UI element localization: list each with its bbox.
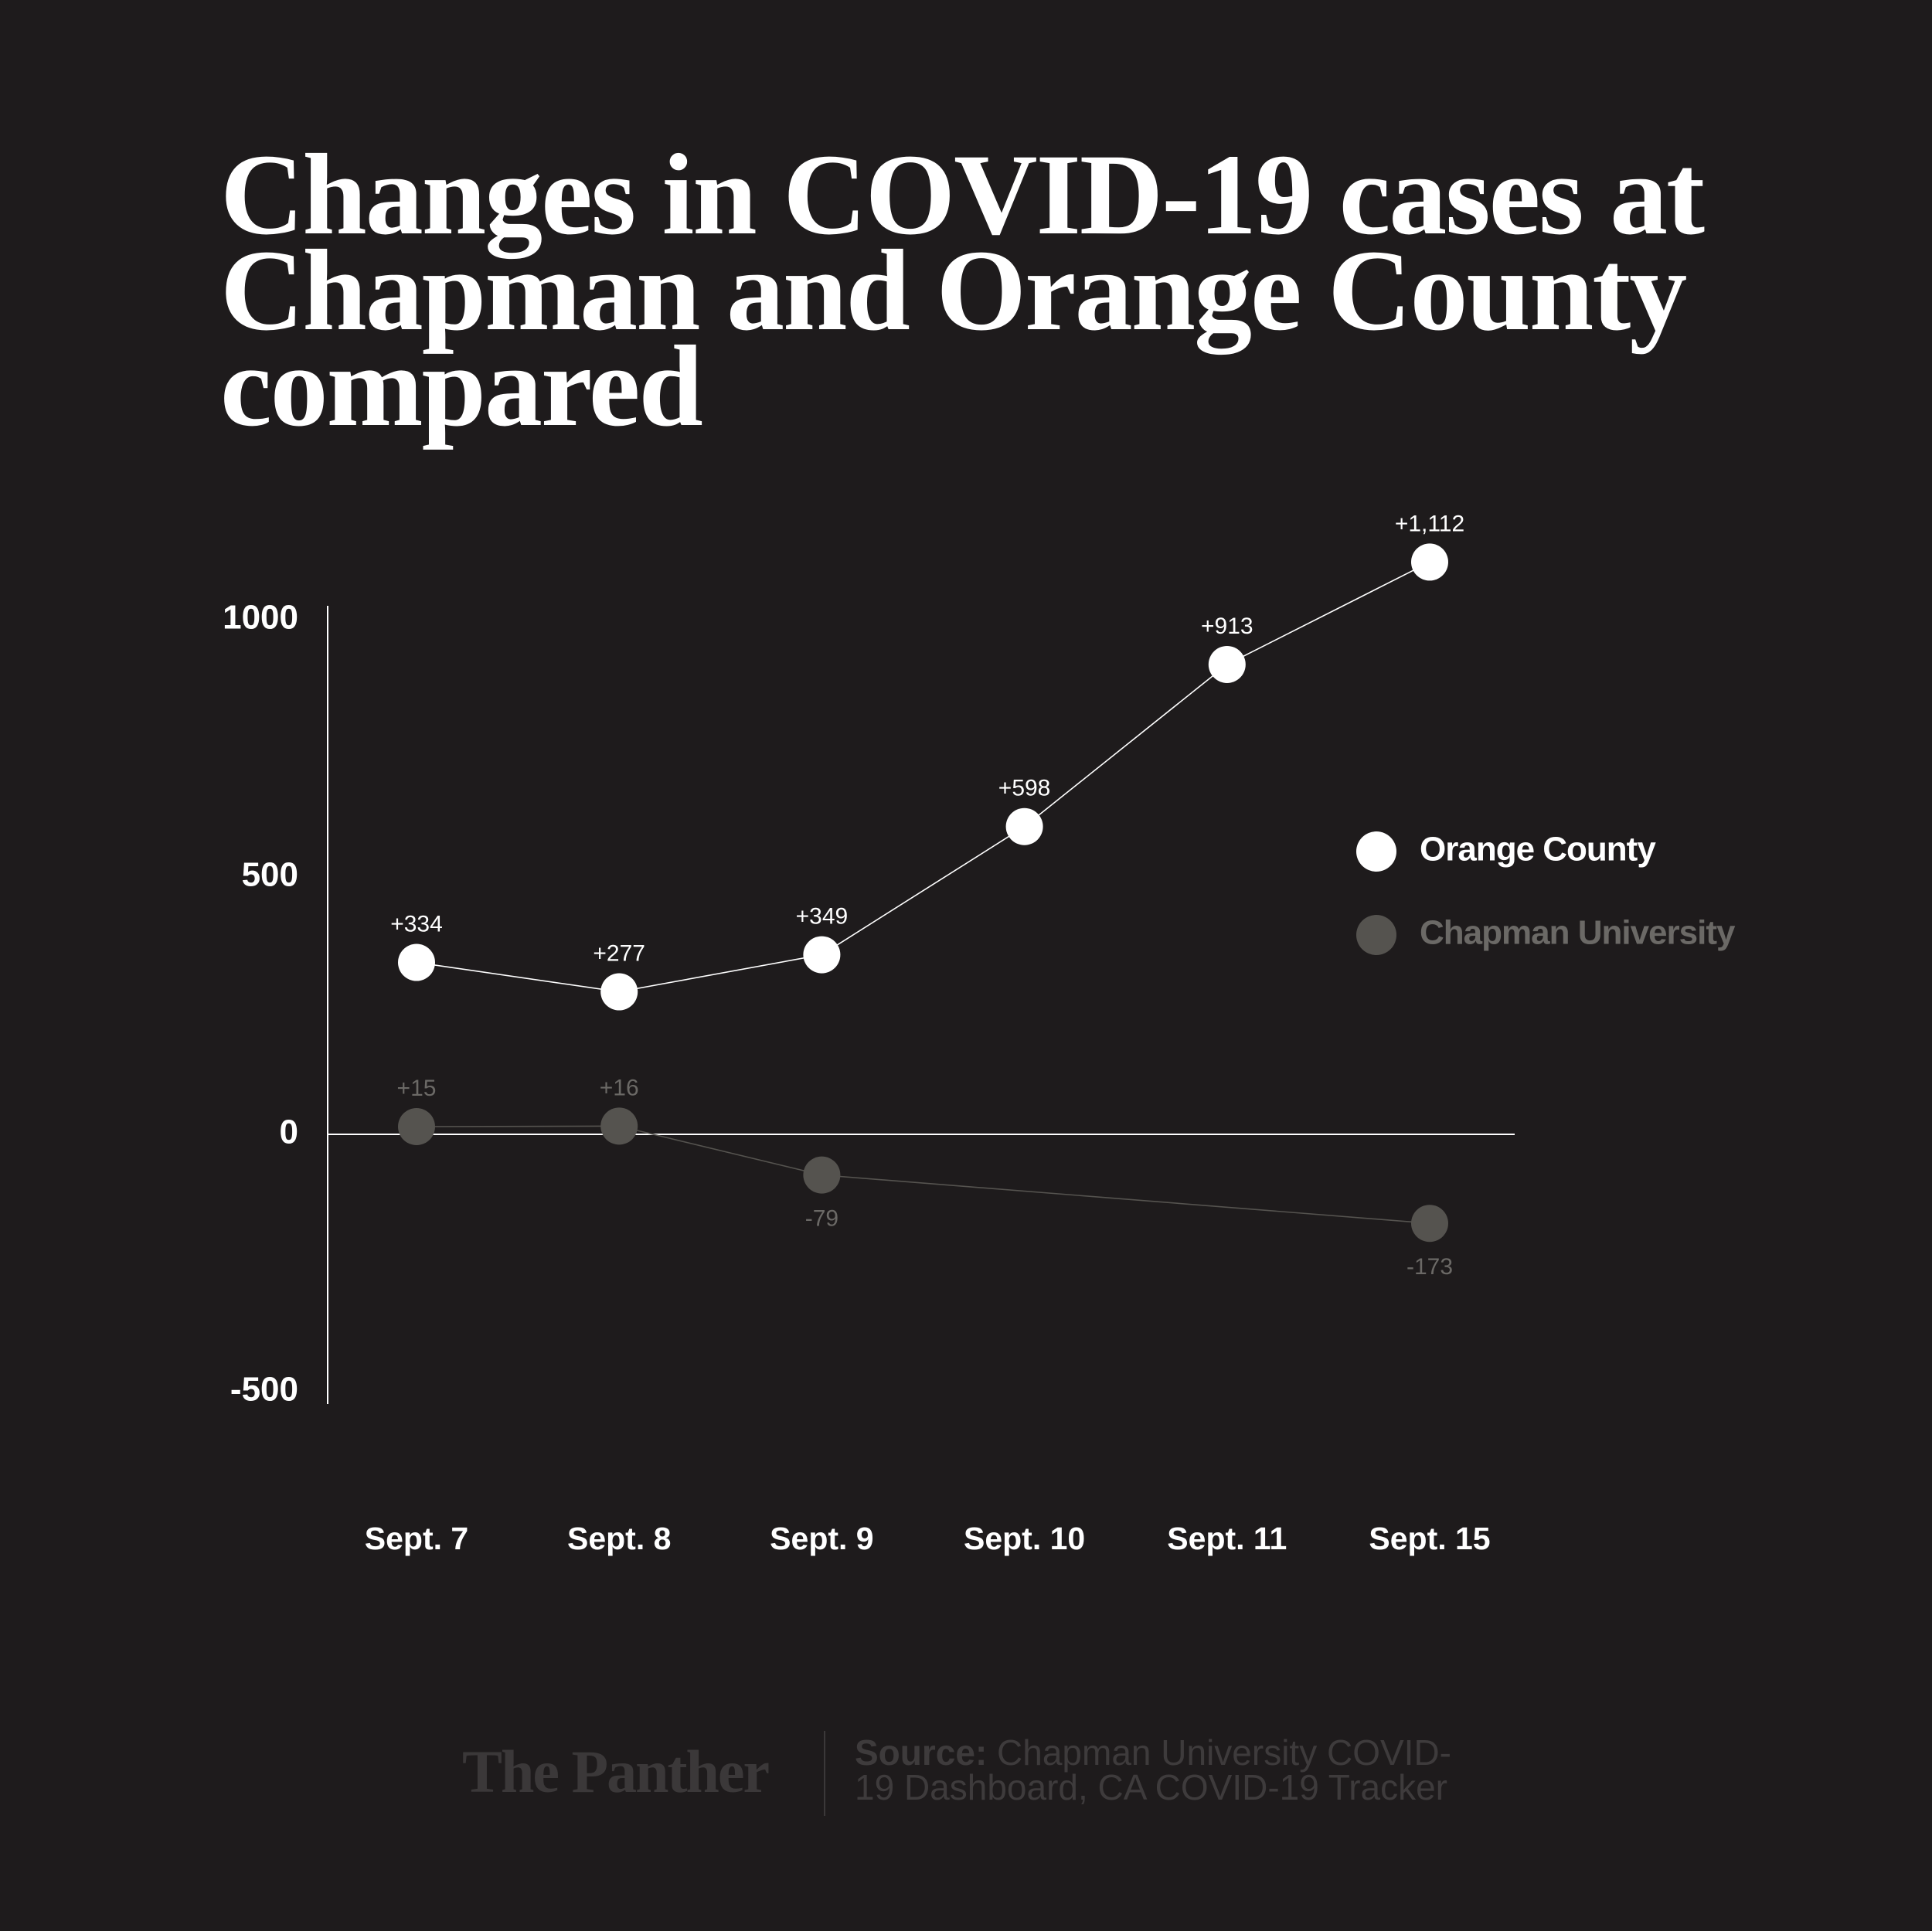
data-label: +913 <box>1201 614 1253 639</box>
legend-marker <box>1356 915 1396 955</box>
data-label: -79 <box>805 1206 838 1232</box>
y-tick-label: 0 <box>280 1113 298 1151</box>
x-tick-label: Sept. 15 <box>1369 1521 1490 1556</box>
divider <box>824 1731 825 1816</box>
x-tick-label: Sept. 9 <box>770 1521 873 1556</box>
y-tick-label: 500 <box>242 856 298 894</box>
legend-label: Chapman University <box>1420 914 1736 952</box>
data-label: -173 <box>1406 1254 1453 1280</box>
point <box>1411 543 1448 581</box>
source: Source: Chapman University COVID-19 Dash… <box>855 1735 1488 1805</box>
data-label: +349 <box>796 903 849 929</box>
legend-marker <box>1356 831 1396 872</box>
y-tick-label: 1000 <box>223 599 298 637</box>
data-label: +15 <box>397 1076 437 1101</box>
data-label: +16 <box>600 1075 639 1100</box>
series-segment <box>1024 664 1228 828</box>
point <box>1208 645 1246 683</box>
legend-label: Orange County <box>1420 831 1656 869</box>
point <box>398 943 435 981</box>
series-segment <box>1226 561 1430 665</box>
data-label: +598 <box>998 776 1051 801</box>
point <box>1005 807 1043 845</box>
x-tick-label: Sept. 7 <box>365 1521 468 1556</box>
point <box>398 1108 435 1146</box>
series-segment <box>821 1174 1430 1225</box>
point <box>600 973 638 1011</box>
series-segment <box>821 826 1026 956</box>
x-tick-label: Sept. 10 <box>964 1521 1085 1556</box>
x-tick-label: Sept. 8 <box>567 1521 671 1556</box>
chart-title: Changes in COVID-19 cases at Chapman and… <box>220 131 1705 450</box>
point <box>600 1107 638 1145</box>
y-tick-label: -500 <box>230 1371 298 1409</box>
brand: The Panther <box>462 1738 770 1805</box>
point <box>803 936 841 974</box>
x-tick-label: Sept. 11 <box>1167 1521 1287 1556</box>
series-segment <box>619 1125 822 1176</box>
point <box>1411 1205 1448 1243</box>
source-label: Source: <box>855 1732 988 1773</box>
data-label: +1,112 <box>1395 511 1464 536</box>
series-segment <box>416 961 620 993</box>
series-segment <box>619 954 822 993</box>
series-segment <box>416 1125 620 1127</box>
source-text: Chapman University COVID-19 Dashboard, C… <box>855 1732 1451 1807</box>
data-label: +277 <box>593 940 645 966</box>
data-label: +334 <box>390 911 443 937</box>
point <box>803 1156 841 1194</box>
